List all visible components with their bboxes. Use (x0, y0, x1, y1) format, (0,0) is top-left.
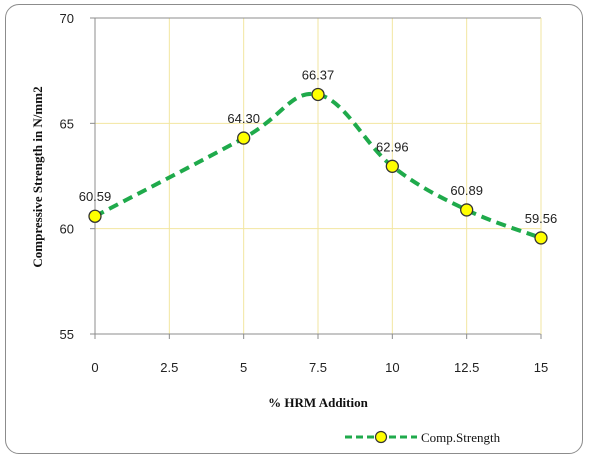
data-label: 59.56 (525, 211, 558, 226)
x-tick-label: 15 (534, 360, 548, 375)
legend-marker-sample (374, 430, 388, 444)
data-label: 62.96 (376, 139, 409, 154)
y-tick-label: 60 (60, 222, 74, 237)
x-tick-labels: 0 2.5 5 7.5 10 12.5 15 (91, 360, 548, 375)
x-tick-label: 7.5 (309, 360, 327, 375)
data-label: 64.30 (227, 111, 260, 126)
y-tick-label: 55 (60, 327, 74, 342)
legend-label: Comp.Strength (421, 430, 501, 445)
data-point-marker (88, 209, 102, 223)
series-comp-strength (88, 87, 548, 245)
series-line (94, 91, 542, 240)
data-point-marker (311, 87, 325, 102)
data-labels: 60.59 64.30 66.37 62.96 60.89 59.56 (79, 67, 558, 225)
y-axis-title: Compressive Strength in N/mm2 (30, 86, 45, 267)
grid-lines (95, 18, 542, 334)
legend: Comp.Strength (345, 430, 501, 445)
x-tick-label: 0 (91, 360, 98, 375)
y-tick-label: 65 (60, 116, 74, 131)
data-label: 60.89 (450, 183, 483, 198)
plot-axes (90, 17, 542, 339)
data-label: 60.59 (79, 189, 112, 204)
data-point-marker (385, 159, 399, 173)
data-point-marker (237, 131, 251, 145)
x-axis-title: % HRM Addition (268, 395, 368, 410)
data-point-marker (534, 231, 548, 245)
y-tick-labels: 55 60 65 70 (60, 11, 74, 342)
y-tick-label: 70 (60, 11, 74, 26)
x-tick-label: 5 (240, 360, 247, 375)
x-tick-label: 12.5 (454, 360, 479, 375)
x-tick-label: 10 (385, 360, 399, 375)
data-point-marker (460, 203, 474, 217)
data-label: 66.37 (302, 67, 335, 82)
x-tick-label: 2.5 (160, 360, 178, 375)
